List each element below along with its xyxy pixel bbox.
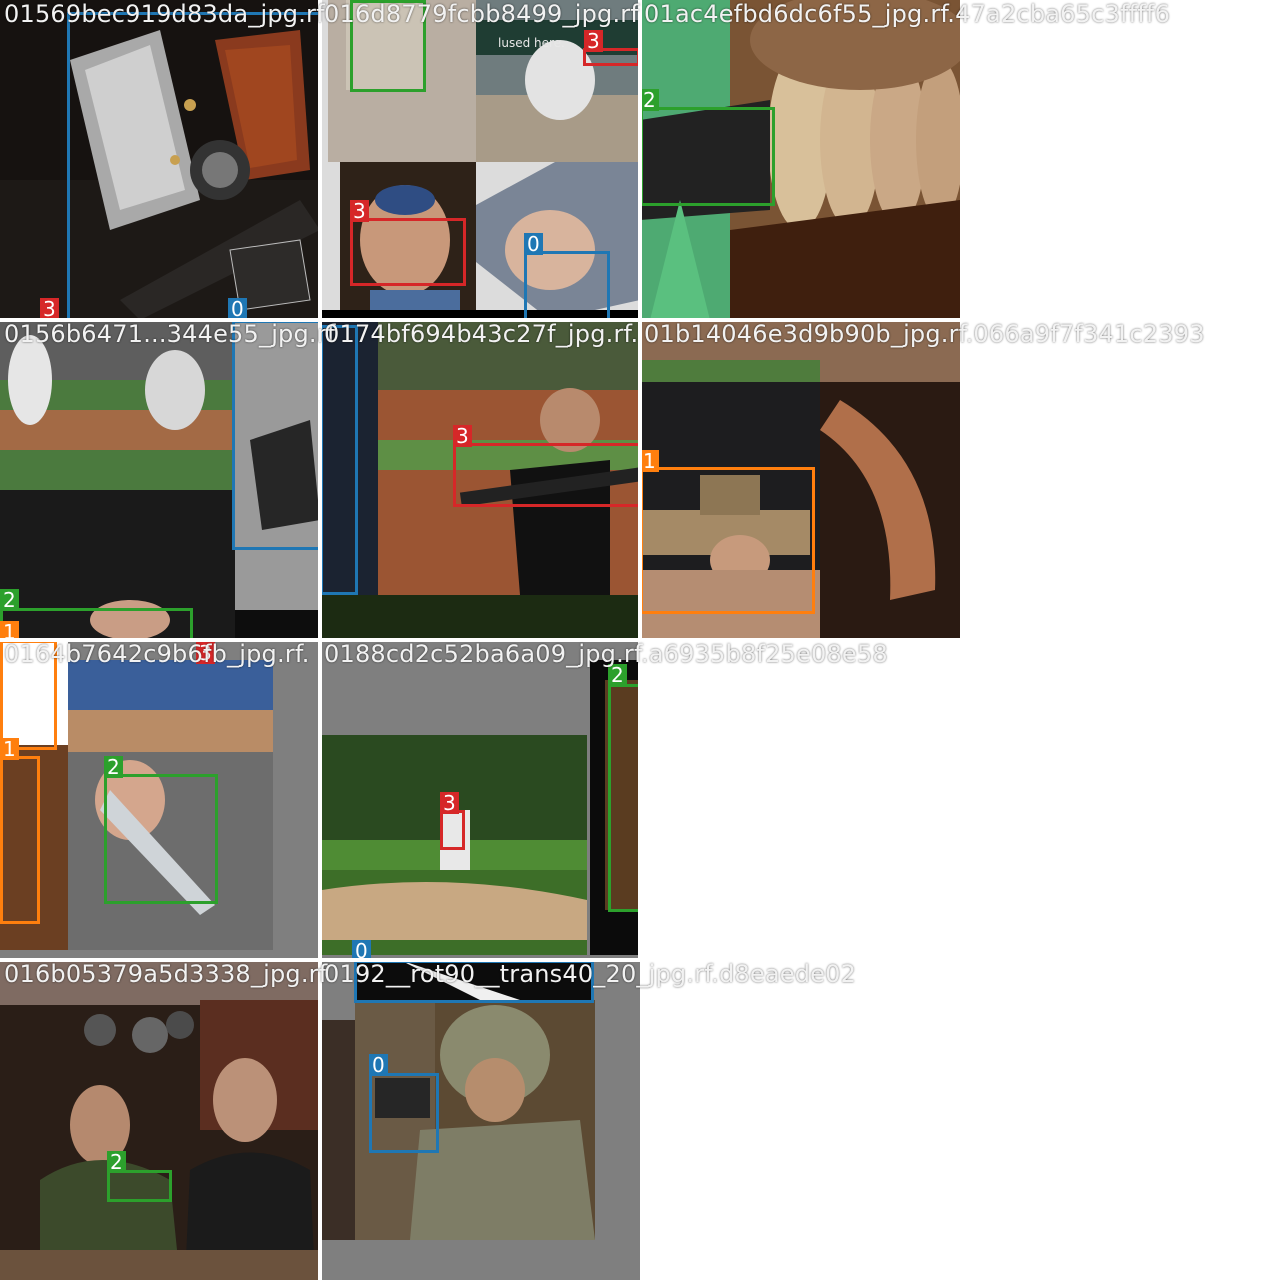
tile-2-image xyxy=(320,0,640,320)
tile-1-image xyxy=(0,0,320,320)
tile-5-label-class3: 3 xyxy=(453,425,472,447)
tile-5: 3 xyxy=(320,320,640,640)
tile-3-label-class2: 2 xyxy=(640,89,659,111)
filename-8: 0188cd2c52ba6a09_jpg.rf.a6935b8f25e08e58 xyxy=(324,640,888,668)
separator-h1 xyxy=(0,318,960,322)
filename-1: 01569bec919d83da_jpg.rf xyxy=(4,0,325,28)
tile-10: 0 xyxy=(320,960,640,1280)
filename-2: 016d8779fcbb8499_jpg.rf xyxy=(324,0,639,28)
tile-6-image xyxy=(640,320,960,640)
tile-3: 2 xyxy=(640,0,960,320)
tile-7-label-class2: 2 xyxy=(104,756,123,778)
tile-6-label-class1: 1 xyxy=(640,450,659,472)
tile-3-box-class2 xyxy=(640,107,775,206)
tile-7-box-class2 xyxy=(104,774,218,904)
tile-3-image xyxy=(640,0,960,320)
tile-1-label-class0: 0 xyxy=(228,298,247,320)
tile-9-image xyxy=(0,960,320,1280)
separator-h2 xyxy=(0,638,960,642)
tile-4-box-class2 xyxy=(0,608,193,640)
tile-7-label-class3: 3 xyxy=(196,642,215,664)
tile-4-label-class1: 1 xyxy=(0,621,19,640)
tile-7-box-class1 xyxy=(0,756,40,924)
tile-4-image xyxy=(0,320,320,640)
filename-10: 0192__rot90__trans40_20_jpg.rf.d8eaede02 xyxy=(324,960,857,988)
tile-7-label-class1: 1 xyxy=(0,738,19,760)
tile-2-box-class3-child xyxy=(350,218,466,286)
tile-9-box-class2 xyxy=(107,1170,172,1202)
tile-8-image xyxy=(320,640,640,960)
tile-9-label-class2: 2 xyxy=(107,1151,126,1173)
separator-h3 xyxy=(0,958,640,962)
tile-7-image xyxy=(0,640,320,960)
tile-2-box-class0 xyxy=(524,251,610,320)
tile-8-label-class2: 2 xyxy=(608,664,627,686)
tile-2-box-class2 xyxy=(350,0,426,92)
separator-v2 xyxy=(638,0,642,960)
filename-6: 01b14046e3d9b90b_jpg.rf.066a9f7f341c2393 xyxy=(644,320,1205,348)
tile-4-box-class0 xyxy=(232,320,320,550)
tile-7: 1 2 3 xyxy=(0,640,320,960)
tile-10-image xyxy=(320,960,640,1280)
tile-2-banner-text: lused here. xyxy=(498,36,565,50)
tile-2-label-class0: 0 xyxy=(524,233,543,255)
tile-8: 3 2 0 xyxy=(320,640,640,960)
tile-4: 2 1 xyxy=(0,320,320,640)
tile-6: 1 xyxy=(640,320,960,640)
tile-8-box-class3 xyxy=(440,810,465,850)
tile-8-box-class2 xyxy=(608,684,640,912)
tile-4-label-class2: 2 xyxy=(0,589,19,611)
filename-4: 0156b6471...344e55_jpg.rf xyxy=(4,320,336,348)
filename-3: 01ac4efbd6dc6f55_jpg.rf.47a2cba65c3ffff6 xyxy=(644,0,1171,28)
filename-7: 0164b7642c9b6fb_jpg.rf. xyxy=(4,640,310,668)
tile-2-label-class3-child: 3 xyxy=(350,200,369,222)
tile-5-box-class0 xyxy=(320,325,358,595)
tile-1: 3 0 xyxy=(0,0,320,320)
tile-2-label-class3-top: 3 xyxy=(584,30,603,52)
tile-9: 2 xyxy=(0,960,320,1280)
tile-8-label-class0: 0 xyxy=(352,940,371,960)
tile-5-box-class3 xyxy=(453,443,640,507)
tile-6-box-class1 xyxy=(640,467,815,614)
tile-1-label-class3: 3 xyxy=(40,298,59,320)
tile-10-label-class0: 0 xyxy=(369,1054,388,1076)
tile-10-box-class0 xyxy=(369,1073,439,1153)
filename-9: 016b05379a5d3338_jpg.rf xyxy=(4,960,328,988)
tile-2: lused here. 3 3 0 xyxy=(320,0,640,320)
tile-8-label-class3: 3 xyxy=(440,792,459,814)
tile-1-box-class0 xyxy=(67,12,320,320)
filename-5: 0174bf694b43c27f_jpg.rf. xyxy=(324,320,639,348)
